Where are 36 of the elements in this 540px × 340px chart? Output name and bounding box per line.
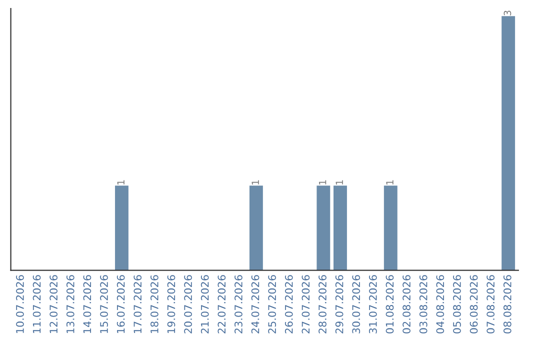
x-tick-label: 29.07.2026 [335,275,344,334]
x-tick-label: 11.07.2026 [32,275,41,333]
x-tick-label: 17.07.2026 [134,275,142,333]
data-label: 1 [319,180,326,185]
x-tick-label: 13.07.2026 [66,275,74,333]
x-tick-label: 25.07.2026 [268,275,276,334]
x-tick-label: 22.07.2026 [218,275,226,334]
x-tick-label: 24.07.2026 [251,275,260,334]
data-label: 1 [386,180,394,185]
x-tick-label: 18.07.2026 [150,275,158,333]
x-tick-label: 15.07.2026 [100,275,108,333]
x-tick-label: 04.08.2026 [436,275,444,334]
x-tick-label: 01.08.2026 [386,275,394,334]
x-tick-label: 02.08.2026 [402,275,410,334]
data-label: 1 [252,180,259,185]
data-label: 1 [117,180,124,185]
x-tick-label: 14.07.2026 [83,275,92,333]
x-tick-label: 10.07.2026 [16,275,24,333]
x-tick-label: 06.08.2026 [470,275,478,334]
x-tick-label: 08.08.2026 [503,275,512,334]
x-tick-label: 12.07.2026 [50,275,58,333]
x-tick-label: 19.07.2026 [167,275,176,333]
x-tick-label: 21.07.2026 [200,275,209,334]
x-tick-label: 03.08.2026 [419,275,428,334]
x-tick-label: 23.07.2026 [234,275,242,334]
x-tick-label: 30.07.2026 [352,275,360,334]
x-tick-label: 16.07.2026 [116,275,125,333]
x-tick-label: 20.07.2026 [184,275,192,334]
x-tick-label: 31.07.2026 [368,275,377,334]
data-label: 3 [504,10,512,16]
x-tick-label: 05.08.2026 [453,275,461,334]
x-tick-label: 07.08.2026 [486,275,495,334]
x-tick-label: 27.07.2026 [302,275,310,334]
x-tick-label: 26.07.2026 [284,275,293,334]
data-label: 1 [336,180,343,185]
x-tick-label: 28.07.2026 [318,275,326,334]
